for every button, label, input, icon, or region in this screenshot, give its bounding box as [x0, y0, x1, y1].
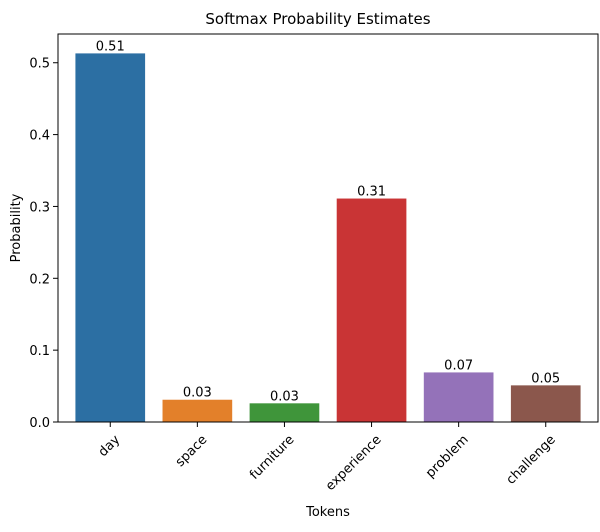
bar-space — [162, 399, 233, 422]
bar-furniture — [249, 403, 320, 422]
bar-challenge — [510, 385, 581, 422]
data-labels-layer: 0.51 0.03 0.03 0.31 0.07 0.05 — [96, 39, 560, 404]
x-tick-label-problem: problem — [423, 432, 472, 481]
bar-problem — [423, 372, 494, 422]
x-ticks-layer: day space furniture experience problem challe… — [96, 422, 559, 494]
y-tick-label: 0.5 — [29, 57, 50, 72]
bar-day — [75, 53, 146, 423]
x-tick-label-experience: experience — [323, 432, 385, 494]
y-tick-label: 0.1 — [29, 344, 50, 359]
chart-title: Softmax Probability Estimates — [205, 10, 430, 28]
y-tick-label: 0.0 — [29, 416, 50, 431]
x-tick-label-day: day — [96, 432, 124, 460]
x-tick-label-challenge: challenge — [504, 432, 559, 487]
y-ticks-layer: 0.0 0.1 0.2 0.3 0.4 0.5 — [29, 57, 58, 431]
x-tick-label-space: space — [173, 432, 211, 470]
data-label-experience: 0.31 — [357, 185, 386, 200]
x-tick-label-furniture: furniture — [247, 432, 297, 482]
bars-layer — [75, 53, 581, 423]
data-label-problem: 0.07 — [444, 358, 473, 373]
data-label-challenge: 0.05 — [531, 371, 560, 386]
y-axis-label: Probability — [9, 193, 24, 262]
data-label-space: 0.03 — [183, 386, 212, 401]
y-tick-label: 0.4 — [29, 129, 50, 144]
y-tick-label: 0.2 — [29, 272, 50, 287]
data-label-furniture: 0.03 — [270, 389, 299, 404]
bar-experience — [336, 198, 407, 422]
data-label-day: 0.51 — [96, 39, 125, 54]
x-axis-label: Tokens — [305, 505, 350, 520]
plot-frame — [57, 33, 599, 423]
y-tick-label: 0.3 — [29, 200, 50, 215]
